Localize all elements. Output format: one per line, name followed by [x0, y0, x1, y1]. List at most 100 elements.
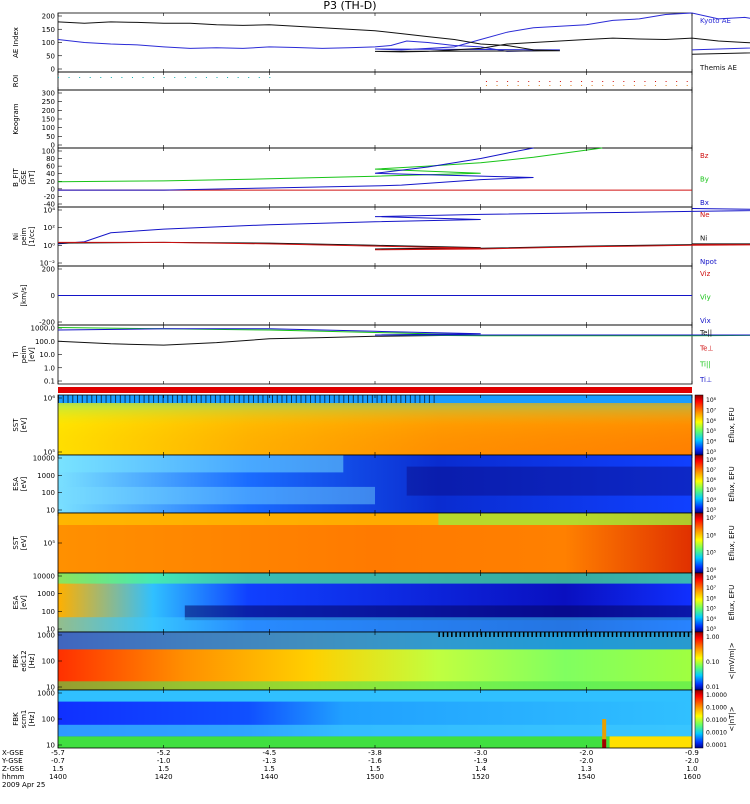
roi-dot-roi-cyan	[269, 77, 271, 78]
heatmap-stripe	[167, 395, 169, 403]
y-axis-label: ESA	[12, 477, 20, 491]
x-tick-label: 1.4	[475, 765, 487, 773]
heatmap-stripe	[352, 395, 354, 403]
roi-dot-roi-cyan	[131, 77, 133, 78]
heatmap-stripe	[348, 395, 350, 403]
heatmap-stripe	[400, 395, 402, 403]
heatmap-stripe	[607, 632, 609, 637]
heatmap-esa-ion-band	[58, 486, 375, 505]
x-tick-label: 1600	[683, 773, 701, 781]
y-tick-label: 100	[42, 148, 55, 156]
heatmap-stripe	[539, 632, 542, 637]
y-tick-label: 1000	[37, 590, 55, 598]
y-tick-label: -40	[44, 201, 55, 209]
series-line-by	[57, 147, 603, 183]
heatmap-stripe	[455, 632, 457, 637]
colorbar-tick-label: 10⁶	[706, 418, 717, 425]
y-tick-label: 100	[42, 658, 55, 666]
roi-dot-roi-cyan	[184, 77, 186, 78]
roi-dot-roi-orange	[581, 85, 583, 86]
heatmap-stripe	[476, 632, 478, 637]
heatmap-stripe	[115, 395, 117, 403]
y-axis-label: FBK	[12, 654, 20, 668]
heatmap-fbk-b-bottom	[58, 736, 692, 748]
y-tick-label: 100	[42, 39, 55, 47]
heatmap-fbk-e-top	[58, 632, 692, 650]
x-axis-row-label: Z-GSE	[2, 765, 24, 773]
heatmap-stripe	[281, 395, 283, 403]
heatmap-stripe	[357, 395, 359, 403]
heatmap-stripe	[77, 395, 79, 403]
heatmap-stripe	[395, 395, 397, 403]
legend-item: Npot	[700, 258, 717, 266]
heatmap-stripe	[603, 632, 605, 637]
panel-sst_ion: SST [eV] 10⁶ 10⁵ 10⁸ 10⁷ 10⁶ 10⁵ 10⁴ 10³ Eflux, EF…	[12, 395, 736, 457]
heatmap-stripe	[229, 395, 231, 403]
series-line-npot	[57, 208, 750, 245]
y-tick-label: 50	[46, 52, 55, 60]
panel-esa_elec: ESA [eV] 10000 1000 100 10 10⁸ 10⁷ 10⁶ 10⁵ 10⁴ 10³ E…	[12, 573, 736, 634]
heatmap-stripe	[463, 632, 466, 637]
x-tick-label: -5.2	[157, 749, 171, 757]
x-tick-label: -1.0	[157, 757, 171, 765]
y-tick-label: 10000	[33, 455, 55, 463]
colorbar-tick-label: 10⁸	[706, 575, 717, 582]
heatmap-stripe	[679, 632, 681, 637]
colorbar-tick-label: 10⁶	[706, 477, 717, 484]
heatmap-stripe	[191, 395, 193, 403]
heatmap-stripe	[590, 632, 593, 637]
roi-dot-roi-orange	[686, 85, 688, 86]
panel-sst_elec: SST [eV] 10⁵ 10⁷ 10⁶ 10⁵ 10⁴ Eflux, EFU	[12, 512, 736, 574]
heatmap-stripe	[594, 632, 597, 637]
colorbar-sst_elec	[694, 512, 704, 574]
heatmap-stripe	[143, 395, 145, 403]
legend-item: Kyoto AE	[700, 17, 731, 25]
heatmap-stripe	[91, 395, 93, 403]
x-tick-label: -3.0	[474, 749, 488, 757]
heatmap-stripe	[219, 395, 221, 403]
heatmap-stripe	[472, 632, 474, 637]
roi-dot-roi-orange	[570, 85, 572, 86]
heatmap-stripe	[662, 632, 664, 637]
roi-dot-roi-cyan	[142, 77, 144, 78]
heatmap-stripe	[484, 632, 487, 637]
plot-title: P3 (TH-D)	[323, 0, 376, 12]
panel-velocity: Vi [km/s] 200 0 -200 Viz Viy Vix	[12, 266, 711, 327]
heatmap-stripe	[535, 632, 538, 637]
heatmap-stripe	[238, 395, 240, 403]
heatmap-stripe	[276, 395, 278, 403]
heatmap-stripe	[424, 395, 426, 403]
heatmap-stripe	[433, 395, 435, 403]
heatmap-stripe	[577, 632, 580, 637]
heatmap-stripe	[58, 395, 59, 403]
x-tick-label: -2.0	[685, 757, 699, 765]
x-tick-label: 1.5	[158, 765, 169, 773]
heatmap-stripe	[390, 395, 392, 403]
heatmap-stripe	[518, 632, 521, 637]
heatmap-stripe	[414, 395, 416, 403]
heatmap-esa-elec-top	[58, 573, 692, 584]
x-tick-label: 1420	[155, 773, 173, 781]
heatmap-stripe	[510, 632, 512, 637]
legend-item: Ti||	[699, 360, 711, 368]
y-tick-label: 0	[51, 66, 55, 74]
heatmap-stripe	[666, 632, 669, 637]
colorbar-tick-label: 10⁴	[706, 616, 717, 623]
heatmap-stripe	[257, 395, 259, 403]
roi-dot-roi-cyan	[110, 77, 112, 78]
heatmap-stripe	[319, 395, 321, 403]
heatmap-stripe	[419, 395, 421, 403]
legend-item: Viz	[700, 270, 711, 278]
roi-dot-roi-red	[665, 81, 667, 82]
heatmap-stripe	[687, 632, 690, 637]
colorbar-tick-label: 10⁵	[706, 487, 717, 494]
y-tick-label: 80	[46, 155, 55, 163]
roi-dot-roi-cyan	[100, 77, 102, 78]
heatmap-stripe	[381, 395, 383, 403]
x-tick-label: -2.0	[579, 749, 593, 757]
heatmap-stripe	[119, 395, 121, 403]
roi-dot-roi-cyan	[248, 77, 250, 78]
y-axis-label: peim	[20, 228, 28, 246]
colorbar-label: Eflux, EFU	[728, 585, 736, 620]
